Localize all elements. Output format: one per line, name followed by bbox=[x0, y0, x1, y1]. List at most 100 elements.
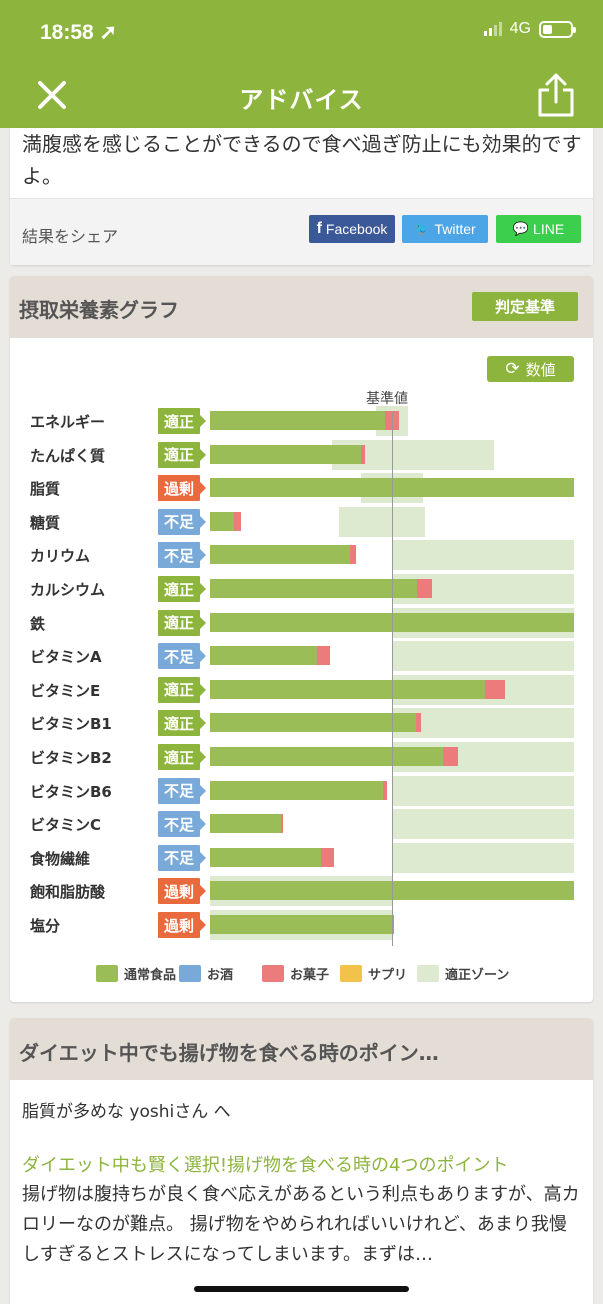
snack-bar bbox=[233, 511, 241, 531]
status-tag: 過剰 bbox=[158, 475, 206, 502]
twitter-share-button[interactable]: 🐦 Twitter bbox=[402, 215, 488, 243]
advice-card: 満腹感を感じることができるので食べ過ぎ防止にも効果的ですよ。 結果をシェア f … bbox=[10, 128, 593, 265]
optimal-zone-bar bbox=[392, 842, 574, 873]
facebook-label: Facebook bbox=[325, 221, 388, 237]
snack-bar bbox=[382, 780, 387, 800]
article-card: ダイエット中でも揚げ物を食べる時のポイン… 脂質が多めな yoshiさん へ ダ… bbox=[10, 1018, 593, 1304]
chart-row: ビタミンE 適正 bbox=[10, 674, 593, 705]
article-body: 揚げ物は腹持ちが良く食べ応えがあるという利点もありますが、高カロリーなのが難点。… bbox=[22, 1184, 580, 1265]
food-bar bbox=[210, 847, 322, 867]
snack-bar bbox=[317, 646, 331, 666]
legend-swatch bbox=[96, 965, 118, 982]
legend-item: サプリ bbox=[340, 964, 407, 983]
snack-bar bbox=[350, 545, 356, 565]
legend-swatch bbox=[179, 965, 201, 982]
nutrient-label: たんぱく質 bbox=[30, 446, 106, 465]
share-row: 結果をシェア f Facebook 🐦 Twitter 💬 LINE bbox=[10, 198, 593, 265]
optimal-zone-bar bbox=[392, 775, 574, 806]
food-bar bbox=[210, 814, 281, 834]
status-indicators: 4G bbox=[483, 20, 576, 38]
share-label: 結果をシェア bbox=[22, 227, 119, 246]
values-label: 数値 bbox=[525, 360, 556, 379]
baseline-line bbox=[392, 412, 393, 946]
home-indicator bbox=[194, 1286, 409, 1292]
chart-row: 飽和脂肪酸 過剰 bbox=[10, 876, 593, 907]
optimal-zone-bar bbox=[392, 708, 574, 739]
nutrition-graph-header: 摂取栄養素グラフ 判定基準 bbox=[10, 276, 593, 338]
nutrient-label: 鉄 bbox=[30, 614, 46, 633]
status-tag: 不足 bbox=[158, 542, 206, 569]
legend-item: 通常食品 bbox=[96, 964, 176, 983]
app-header: 18:58 ➚ 4G アドバイス bbox=[0, 0, 603, 128]
snack-bar bbox=[321, 847, 334, 867]
nutrient-label: 飽和脂肪酸 bbox=[30, 883, 106, 902]
chart-row: 塩分 過剰 bbox=[10, 910, 593, 940]
line-share-button[interactable]: 💬 LINE bbox=[496, 215, 581, 243]
status-tag: 不足 bbox=[158, 508, 206, 535]
legend-item: お酒 bbox=[179, 964, 233, 983]
nutrient-label: ビタミンE bbox=[30, 681, 101, 700]
chart-row: 食物繊維 不足 bbox=[10, 842, 593, 873]
chart-row: ビタミンB6 不足 bbox=[10, 775, 593, 806]
food-bar bbox=[210, 511, 234, 531]
chart-row: カルシウム 適正 bbox=[10, 574, 593, 604]
chart-legend: 通常食品 お酒 お菓子 サプリ 適正ゾーン bbox=[10, 964, 593, 984]
nutrition-chart: エネルギー 適正 たんぱく質 適正 脂質 過剰 糖質 不足 カリウム 不足 カルシウム 適正鉄適正 ビタ… bbox=[10, 406, 593, 946]
page-title: アドバイス bbox=[239, 86, 364, 114]
food-bar bbox=[210, 679, 485, 699]
criteria-button[interactable]: 判定基準 bbox=[472, 292, 578, 321]
status-tag: 過剰 bbox=[158, 912, 206, 938]
legend-label: お菓子 bbox=[290, 968, 330, 983]
food-bar bbox=[210, 545, 351, 565]
refresh-icon: ⟳ bbox=[505, 359, 520, 379]
status-tag: 過剰 bbox=[158, 878, 206, 905]
legend-label: 適正ゾーン bbox=[445, 968, 510, 983]
nutrition-graph-card: 摂取栄養素グラフ 判定基準 ⟳ 数値 基準値 エネルギー 適正 たんぱく質 適正 脂質過… bbox=[10, 276, 593, 1002]
article-header: ダイエット中でも揚げ物を食べる時のポイン… bbox=[10, 1018, 593, 1080]
chart-row: 鉄 適正 bbox=[10, 607, 593, 638]
chart-row: ビタミンA 不足 bbox=[10, 641, 593, 672]
status-tag: 不足 bbox=[158, 844, 206, 871]
snack-bar bbox=[415, 713, 422, 733]
chart-row: ビタミンB2 適正 bbox=[10, 742, 593, 772]
legend-swatch bbox=[417, 965, 439, 982]
advice-text: 満腹感を感じることができるので食べ過ぎ防止にも効果的ですよ。 bbox=[22, 132, 582, 188]
optimal-zone-bar bbox=[339, 506, 425, 537]
nutrient-label: 脂質 bbox=[30, 480, 61, 499]
values-toggle-button[interactable]: ⟳ 数値 bbox=[487, 356, 574, 382]
legend-swatch bbox=[262, 965, 284, 982]
nutrient-label: エネルギー bbox=[30, 413, 106, 431]
food-bar bbox=[210, 780, 383, 800]
legend-label: 通常食品 bbox=[124, 968, 177, 983]
status-time: 18:58 ➚ bbox=[40, 21, 118, 44]
share-icon[interactable] bbox=[536, 72, 576, 118]
chart-row: 糖質 不足 bbox=[10, 506, 593, 537]
nutrition-graph-title: 摂取栄養素グラフ bbox=[19, 298, 179, 322]
optimal-zone-bar bbox=[392, 540, 574, 571]
nutrient-label: カリウム bbox=[30, 547, 91, 566]
food-bar bbox=[210, 444, 362, 464]
network-label: 4G bbox=[509, 20, 531, 37]
chart-row: たんぱく質 適正 bbox=[10, 439, 593, 470]
nutrient-label: カルシウム bbox=[30, 581, 106, 599]
baseline-label: 基準値 bbox=[366, 391, 408, 407]
snack-bar bbox=[280, 814, 283, 834]
nutrient-label: 糖質 bbox=[30, 513, 61, 532]
snack-bar bbox=[384, 411, 400, 430]
twitter-label: Twitter bbox=[434, 221, 476, 237]
status-tag: 適正 bbox=[158, 609, 206, 636]
legend-item: お菓子 bbox=[262, 964, 329, 983]
chart-row: 脂質 過剰 bbox=[10, 473, 593, 504]
status-tag: 不足 bbox=[158, 643, 206, 670]
food-bar bbox=[210, 646, 318, 666]
facebook-share-button[interactable]: f Facebook bbox=[309, 215, 395, 243]
snack-bar bbox=[484, 679, 505, 699]
optimal-zone-bar bbox=[392, 641, 574, 672]
status-tag: 適正 bbox=[158, 408, 206, 434]
status-tag: 適正 bbox=[158, 710, 206, 737]
food-bar bbox=[210, 411, 385, 430]
chart-row: エネルギー 適正 bbox=[10, 406, 593, 436]
legend-label: お酒 bbox=[207, 968, 234, 983]
article-link[interactable]: ダイエット中も賢く選択!揚げ物を食べる時の4つのポイント bbox=[22, 1155, 509, 1176]
status-tag: 適正 bbox=[158, 576, 206, 602]
